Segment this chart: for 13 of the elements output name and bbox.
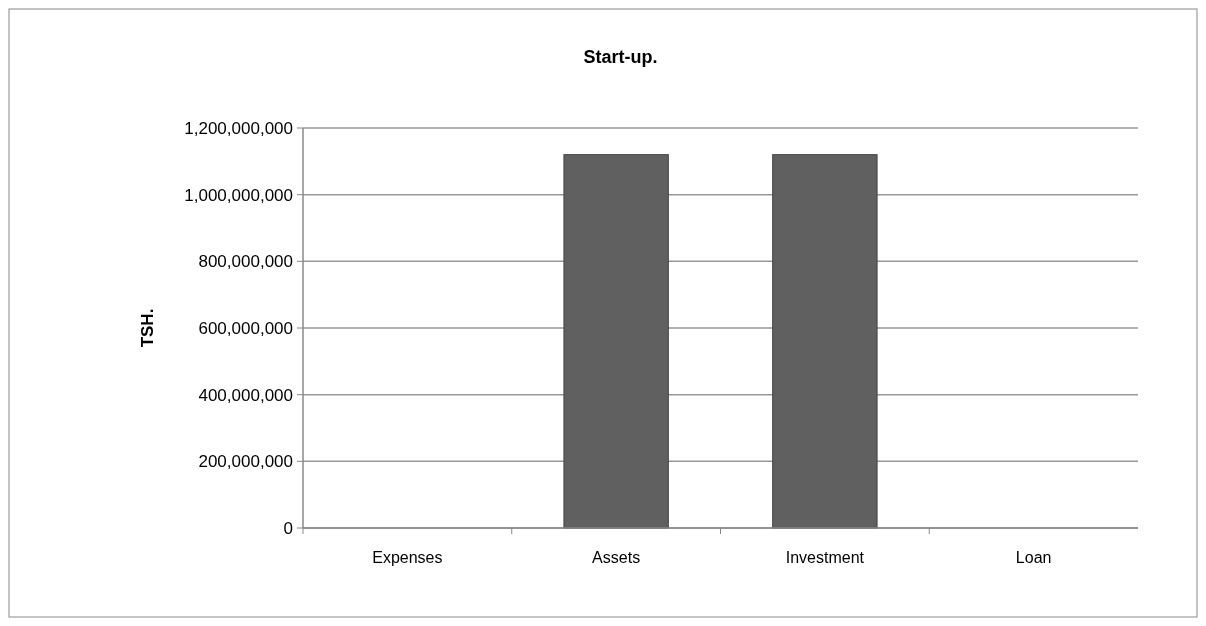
y-tick-label: 400,000,000 bbox=[198, 385, 293, 405]
y-tick-label: 1,200,000,000 bbox=[184, 118, 293, 138]
y-tick-label: 800,000,000 bbox=[198, 252, 293, 272]
y-tick-label: 200,000,000 bbox=[198, 452, 293, 472]
y-tick-label: 600,000,000 bbox=[198, 318, 293, 338]
chart-title: Start-up. bbox=[583, 47, 658, 67]
x-tick-label: Investment bbox=[785, 549, 865, 566]
x-tick-label: Expenses bbox=[372, 549, 443, 566]
y-axis-title: TSH. bbox=[138, 308, 157, 348]
y-tick-label: 0 bbox=[283, 518, 293, 538]
x-tick-label: Loan bbox=[1015, 549, 1052, 566]
x-tick-label: Assets bbox=[592, 549, 641, 566]
y-tick-label: 1,000,000,000 bbox=[184, 185, 293, 205]
